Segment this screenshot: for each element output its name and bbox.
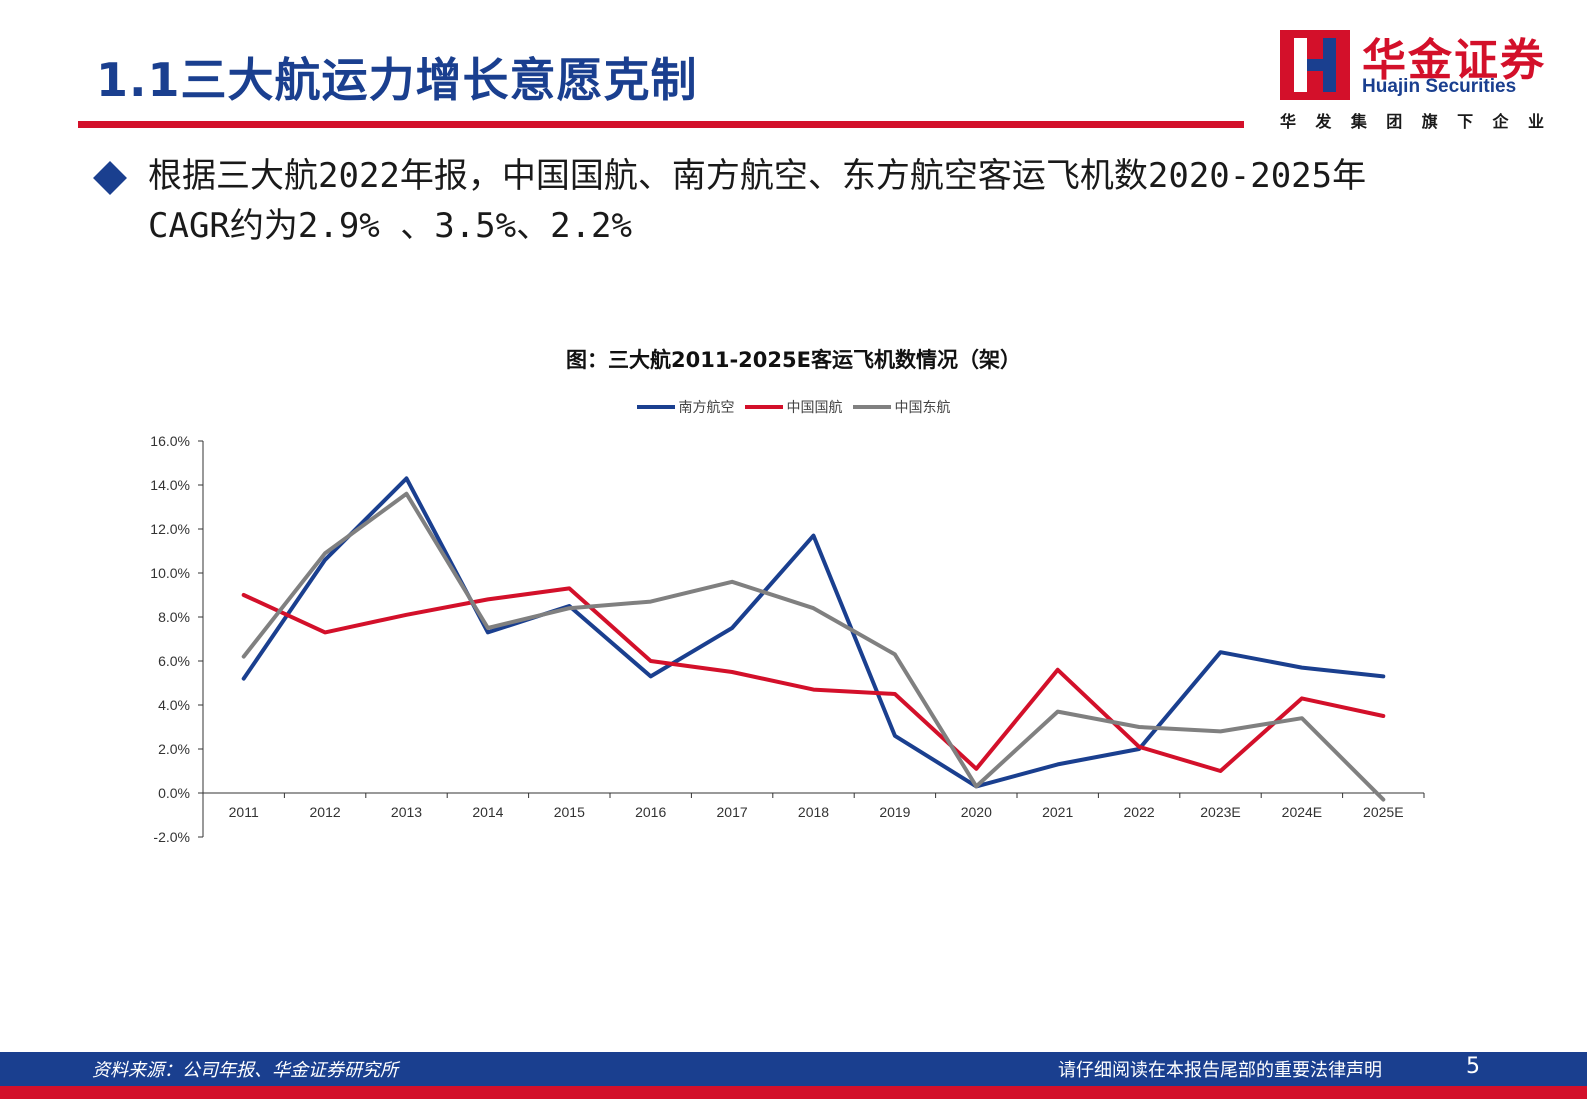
- y-tick-label: 10.0%: [150, 565, 190, 581]
- page-title: 1.1三大航运力增长意愿克制: [96, 53, 698, 107]
- footer-disclaimer: 请仔细阅读在本报告尾部的重要法律声明: [1058, 1060, 1382, 1081]
- x-tick-label: 2013: [391, 804, 422, 820]
- x-tick-label: 2021: [1042, 804, 1073, 820]
- logo-tagline-char: 发: [1315, 112, 1332, 131]
- x-tick-label: 2011: [229, 804, 259, 820]
- x-tick-label: 2025E: [1363, 804, 1403, 820]
- logo-chinese-name: 华金证券: [1362, 35, 1546, 86]
- legend-item-eastern: 中国东航: [852, 397, 951, 417]
- x-tick-label: 2014: [472, 804, 503, 820]
- x-tick-label: 2022: [1124, 804, 1155, 820]
- x-tick-label: 2012: [310, 804, 341, 820]
- bullet-text: 根据三大航2022年报，中国国航、南方航空、东方航空客运飞机数2020-2025…: [148, 156, 1367, 246]
- series-line-2: [241, 491, 1386, 802]
- x-tick-label: 2023E: [1200, 804, 1240, 820]
- footer-bar: [0, 1052, 1587, 1099]
- logo-tagline-char: 旗: [1421, 112, 1438, 131]
- chart-legend: 南方航空 中国国航 中国东航: [0, 397, 1587, 417]
- x-tick-label: 2020: [961, 804, 992, 820]
- x-tick-label: 2018: [798, 804, 829, 820]
- page-number: 5: [1466, 1054, 1480, 1079]
- logo-tagline-char: 下: [1457, 112, 1474, 131]
- legend-swatch: [636, 405, 675, 409]
- logo-tagline-char: 集: [1350, 112, 1367, 131]
- x-tick-label: 2017: [717, 804, 748, 820]
- legend-item-airchina: 中国国航: [744, 397, 843, 417]
- x-tick-label: 2019: [879, 804, 910, 820]
- logo-tagline-char: 企: [1492, 112, 1509, 131]
- x-tick-label: 2016: [635, 804, 666, 820]
- huajin-logo-icon: [1280, 30, 1350, 100]
- y-tick-label: 6.0%: [158, 653, 190, 669]
- y-tick-label: 16.0%: [150, 433, 190, 449]
- legend-label: 中国国航: [786, 400, 843, 416]
- logo-tagline-char: 业: [1527, 112, 1544, 131]
- y-tick-label: 8.0%: [158, 609, 190, 625]
- legend-swatch: [852, 405, 891, 409]
- y-tick-label: 0.0%: [158, 785, 190, 801]
- legend-label: 南方航空: [678, 400, 735, 416]
- footer-source: 资料来源：公司年报、华金证券研究所: [92, 1060, 398, 1081]
- legend-label: 中国东航: [894, 400, 951, 416]
- chart-title: 图：三大航2011-2025E客运飞机数情况（架）: [566, 348, 1021, 372]
- y-tick-label: 4.0%: [158, 697, 190, 713]
- y-tick-label: 2.0%: [158, 741, 190, 757]
- y-tick-label: 12.0%: [150, 521, 190, 537]
- huajin-logo: 华金证券 Huajin Securities 华 发 集 团 旗 下 企 业: [1280, 28, 1550, 132]
- series-line-1: [241, 586, 1386, 773]
- x-tick-label: 2015: [554, 804, 585, 820]
- logo-tagline-char: 团: [1386, 112, 1403, 131]
- y-tick-label: 14.0%: [150, 477, 190, 493]
- legend-swatch: [744, 405, 783, 409]
- logo-english-name: Huajin Securities: [1362, 76, 1517, 97]
- legend-item-southern: 南方航空: [636, 397, 735, 417]
- logo-tagline: 华 发 集 团 旗 下 企 业: [1280, 108, 1544, 132]
- x-tick-label: 2024E: [1282, 804, 1322, 820]
- series-line-0: [241, 476, 1386, 789]
- y-tick-label: -2.0%: [153, 829, 190, 845]
- logo-tagline-char: 华: [1280, 112, 1297, 131]
- title-divider: [78, 121, 1244, 128]
